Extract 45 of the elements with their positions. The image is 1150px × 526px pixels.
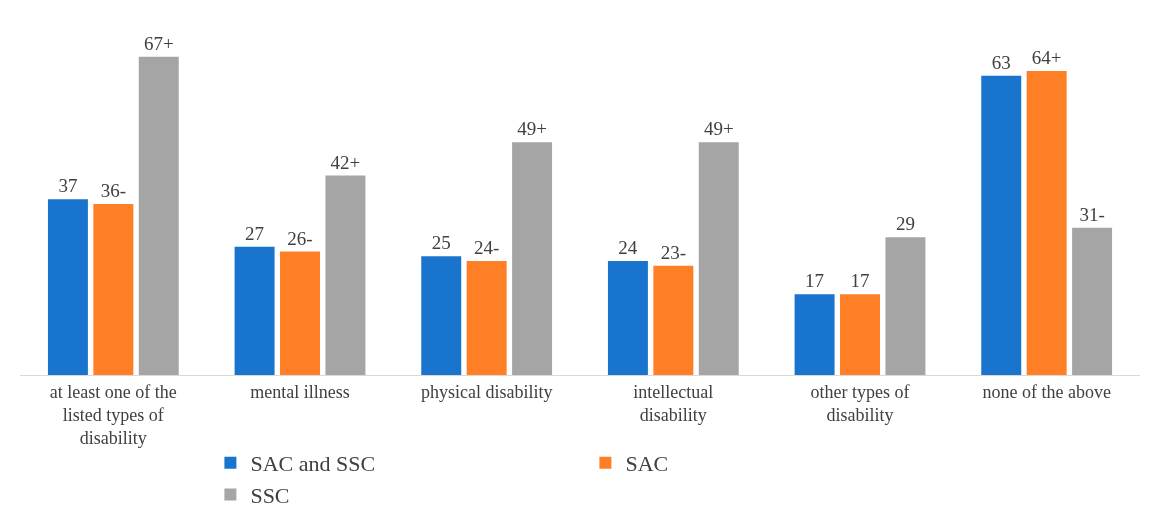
data-label: 36- xyxy=(100,180,126,201)
data-label: 24 xyxy=(618,237,638,258)
bar xyxy=(607,261,648,375)
x-tick-label: at least one of the listed types of disability xyxy=(49,381,177,449)
x-tick-label: mental illness xyxy=(250,381,350,402)
data-label: 17 xyxy=(850,270,870,292)
bar xyxy=(840,294,880,375)
data-label: 67+ xyxy=(143,32,174,54)
bar xyxy=(280,251,320,375)
bar xyxy=(512,142,553,375)
bar xyxy=(47,199,88,375)
data-label: 42+ xyxy=(330,151,361,173)
data-label: 64+ xyxy=(1031,47,1062,68)
bar xyxy=(885,237,926,375)
legend-label: SAC and SSC xyxy=(250,451,376,477)
data-label: 24- xyxy=(474,237,500,258)
data-label: 49+ xyxy=(703,118,734,140)
bar xyxy=(234,246,275,375)
x-tick-label: intellectual disability xyxy=(633,381,714,425)
bar xyxy=(653,265,694,375)
data-label: 23- xyxy=(660,241,686,263)
bar xyxy=(421,256,462,375)
data-label: 26- xyxy=(287,227,313,249)
data-label: 27 xyxy=(245,222,265,244)
data-label: 49+ xyxy=(517,118,547,140)
bar xyxy=(93,204,134,375)
x-tick-label: none of the above xyxy=(982,381,1111,402)
data-label: 37 xyxy=(58,175,78,197)
data-label: 29 xyxy=(895,213,915,235)
data-label: 17 xyxy=(805,270,825,292)
bar xyxy=(794,294,835,375)
bar xyxy=(698,142,739,375)
legend-label: SSC xyxy=(250,482,290,508)
bar xyxy=(1026,71,1067,375)
data-label: 31- xyxy=(1079,203,1105,225)
bar xyxy=(981,75,1022,375)
bar xyxy=(466,261,507,375)
data-label: 25 xyxy=(431,232,451,254)
bar xyxy=(325,175,366,375)
data-label: 63 xyxy=(991,51,1011,73)
x-tick-label: other types of disability xyxy=(810,381,910,425)
legend-label: SAC xyxy=(625,451,669,477)
bar xyxy=(1072,227,1113,375)
bar xyxy=(138,56,179,375)
x-tick-label: physical disability xyxy=(420,381,553,402)
